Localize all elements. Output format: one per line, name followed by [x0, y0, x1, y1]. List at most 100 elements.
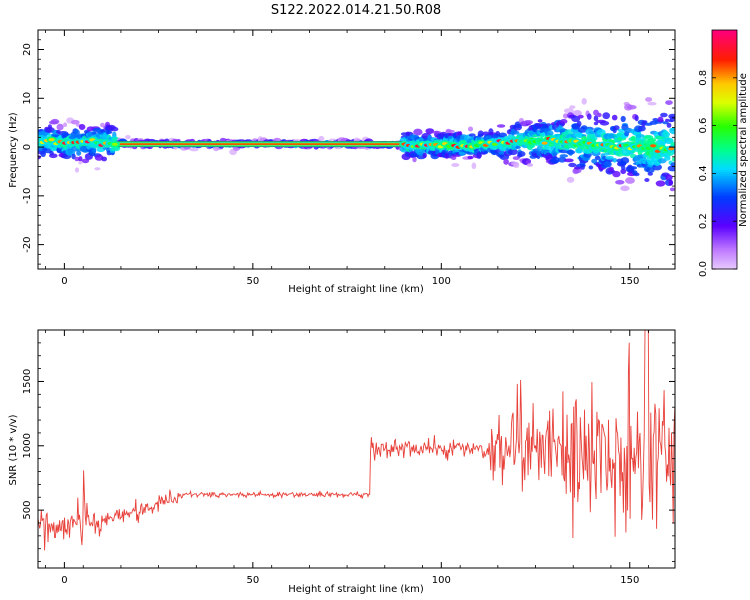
- top-axis-ticks: 0 50 100 150 -20 -10 0 10 20: [22, 30, 675, 287]
- colorbar-tick-label: 0.8: [698, 70, 709, 86]
- colorbar-strip: [712, 225, 737, 228]
- colorbar-strip: [712, 77, 737, 81]
- heatmap-cell: [503, 158, 509, 165]
- heatmap-cell: [100, 122, 105, 128]
- colorbar-strip: [712, 217, 737, 220]
- colorbar-strip: [712, 233, 737, 236]
- heatmap-cell: [563, 113, 568, 119]
- colorbar-strip: [712, 139, 737, 143]
- ridge-core-cell: [48, 138, 55, 142]
- x-tick-label: 100: [432, 575, 451, 586]
- heatmap-cell: [525, 160, 531, 164]
- heatmap-cell: [40, 150, 46, 157]
- heatmap-cell: [591, 158, 598, 164]
- colorbar-strip: [712, 177, 737, 180]
- colorbar-strip: [712, 231, 737, 234]
- colorbar-strip: [712, 51, 737, 55]
- colorbar-ticks: 0.0 0.2 0.4 0.6 0.8: [698, 70, 737, 277]
- heatmap-cell: [477, 133, 484, 137]
- colorbar-strip: [712, 163, 737, 167]
- bottom-plot-frame: [37, 329, 676, 569]
- colorbar-strip: [712, 137, 737, 141]
- heatmap-cell: [604, 161, 612, 168]
- heatmap-cell: [603, 152, 609, 156]
- heatmap-cell: [576, 120, 582, 127]
- colorbar-strip: [712, 223, 737, 226]
- heatmap-cell: [635, 134, 645, 138]
- heatmap-cell: [646, 167, 655, 174]
- heatmap-cell: [670, 141, 675, 146]
- heatmap-cell: [91, 131, 97, 135]
- heatmap-cell: [652, 164, 662, 171]
- heatmap-cell: [620, 185, 630, 192]
- heatmap-cell: [662, 121, 669, 125]
- heatmap-cell: [670, 162, 675, 167]
- heatmap-cell: [526, 163, 534, 167]
- heatmap-cell: [507, 148, 518, 156]
- heatmap-cell: [432, 130, 441, 134]
- colorbar-strip: [712, 257, 737, 260]
- colorbar-strip: [712, 235, 737, 238]
- colorbar-strip: [712, 219, 737, 222]
- heatmap-cell: [110, 126, 119, 132]
- colorbar-strip: [712, 30, 737, 33]
- colorbar-strip: [712, 125, 737, 129]
- colorbar-strip: [712, 143, 737, 147]
- colorbar-strip: [712, 91, 737, 95]
- heatmap-cell: [537, 119, 543, 123]
- colorbar-strip: [712, 127, 737, 131]
- colorbar-strip: [712, 109, 737, 113]
- heatmap-cell: [665, 100, 673, 105]
- heatmap-cell: [468, 133, 476, 137]
- colorbar-strip: [712, 149, 737, 153]
- colorbar-strip: [712, 101, 737, 105]
- heatmap-cell: [318, 135, 325, 142]
- colorbar-strip: [712, 157, 737, 161]
- heatmap-cell: [513, 162, 520, 168]
- heatmap-cell: [571, 115, 581, 123]
- heatmap-cell: [630, 135, 636, 142]
- colorbar-strip: [712, 131, 737, 135]
- ridge-core-cell: [491, 142, 498, 146]
- colorbar-strip: [712, 243, 737, 246]
- colorbar-strip: [712, 57, 737, 61]
- heatmap-cell: [664, 156, 671, 161]
- heatmap-cell: [657, 158, 667, 164]
- colorbar-strip: [712, 211, 737, 214]
- colorbar-strip: [712, 167, 737, 171]
- heatmap-cell: [591, 136, 598, 141]
- heatmap-cell: [626, 104, 637, 110]
- colorbar-strip: [712, 99, 737, 103]
- colorbar-strip: [712, 41, 737, 45]
- heatmap-cell: [655, 135, 662, 140]
- colorbar-strip: [712, 117, 737, 121]
- colorbar-strip: [712, 209, 737, 212]
- ridge-core-cell: [541, 141, 548, 145]
- heatmap-cell: [655, 180, 666, 187]
- colorbar-strip: [712, 43, 737, 47]
- heatmap-cell: [78, 156, 83, 162]
- colorbar-strip: [712, 133, 737, 137]
- colorbar-strip: [712, 141, 737, 145]
- colorbar-strip: [712, 37, 737, 41]
- heatmap-cell: [471, 162, 477, 170]
- x-tick-label: 150: [620, 276, 639, 287]
- heatmap-cell: [559, 154, 569, 158]
- colorbar-strip: [712, 189, 737, 192]
- colorbar-strip: [712, 255, 737, 258]
- heatmap-cell: [563, 108, 574, 114]
- snr-series-line: [38, 330, 675, 551]
- colorbar-strip: [712, 265, 737, 268]
- heatmap-cell: [546, 130, 554, 137]
- x-tick-label: 0: [61, 276, 67, 287]
- heatmap-cell: [551, 156, 560, 164]
- colorbar-strip: [712, 263, 737, 266]
- heatmap-cell: [597, 112, 602, 118]
- colorbar-strip: [712, 93, 737, 97]
- colorbar-strip: [712, 179, 737, 182]
- colorbar-strip: [712, 83, 737, 87]
- heatmap-cell: [189, 148, 199, 152]
- colorbar: 0.0 0.2 0.4 0.6 0.8 Normalized spectral ampl…: [698, 29, 749, 277]
- colorbar-strip: [712, 201, 737, 204]
- heatmap-cell: [566, 149, 576, 155]
